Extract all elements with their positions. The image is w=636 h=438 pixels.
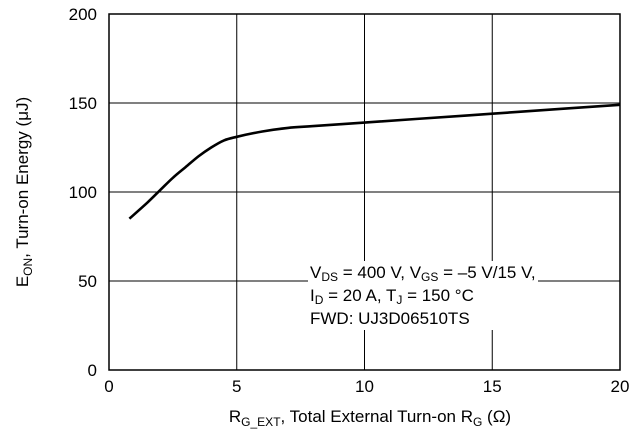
conditions-line-3: FWD: UJ3D06510TS <box>310 309 470 328</box>
plot-frame <box>108 13 621 371</box>
test-conditions: VDS = 400 V, VGS = –5 V/15 V, ID = 20 A,… <box>308 261 538 330</box>
y-axis-label: EON, Turn-on Energy (μJ) <box>13 97 35 287</box>
eon-curve <box>128 103 621 220</box>
y-tick-label: 50 <box>78 272 97 291</box>
y-tick-label: 0 <box>88 361 97 380</box>
x-tick-label: 0 <box>104 377 113 396</box>
x-tick-label: 5 <box>232 377 241 396</box>
conditions-line-2: ID = 20 A, TJ = 150 °C <box>310 286 474 307</box>
x-tick-label: 10 <box>355 377 374 396</box>
conditions-line-1: VDS = 400 V, VGS = –5 V/15 V, <box>310 263 536 284</box>
x-tick-label: 20 <box>611 377 630 396</box>
y-tick-label: 200 <box>69 5 97 24</box>
y-tick-label: 100 <box>69 183 97 202</box>
y-tick-label: 150 <box>69 94 97 113</box>
x-tick-label: 15 <box>483 377 502 396</box>
x-axis-label: RG_EXT, Total External Turn-on RG (Ω) <box>229 407 511 429</box>
